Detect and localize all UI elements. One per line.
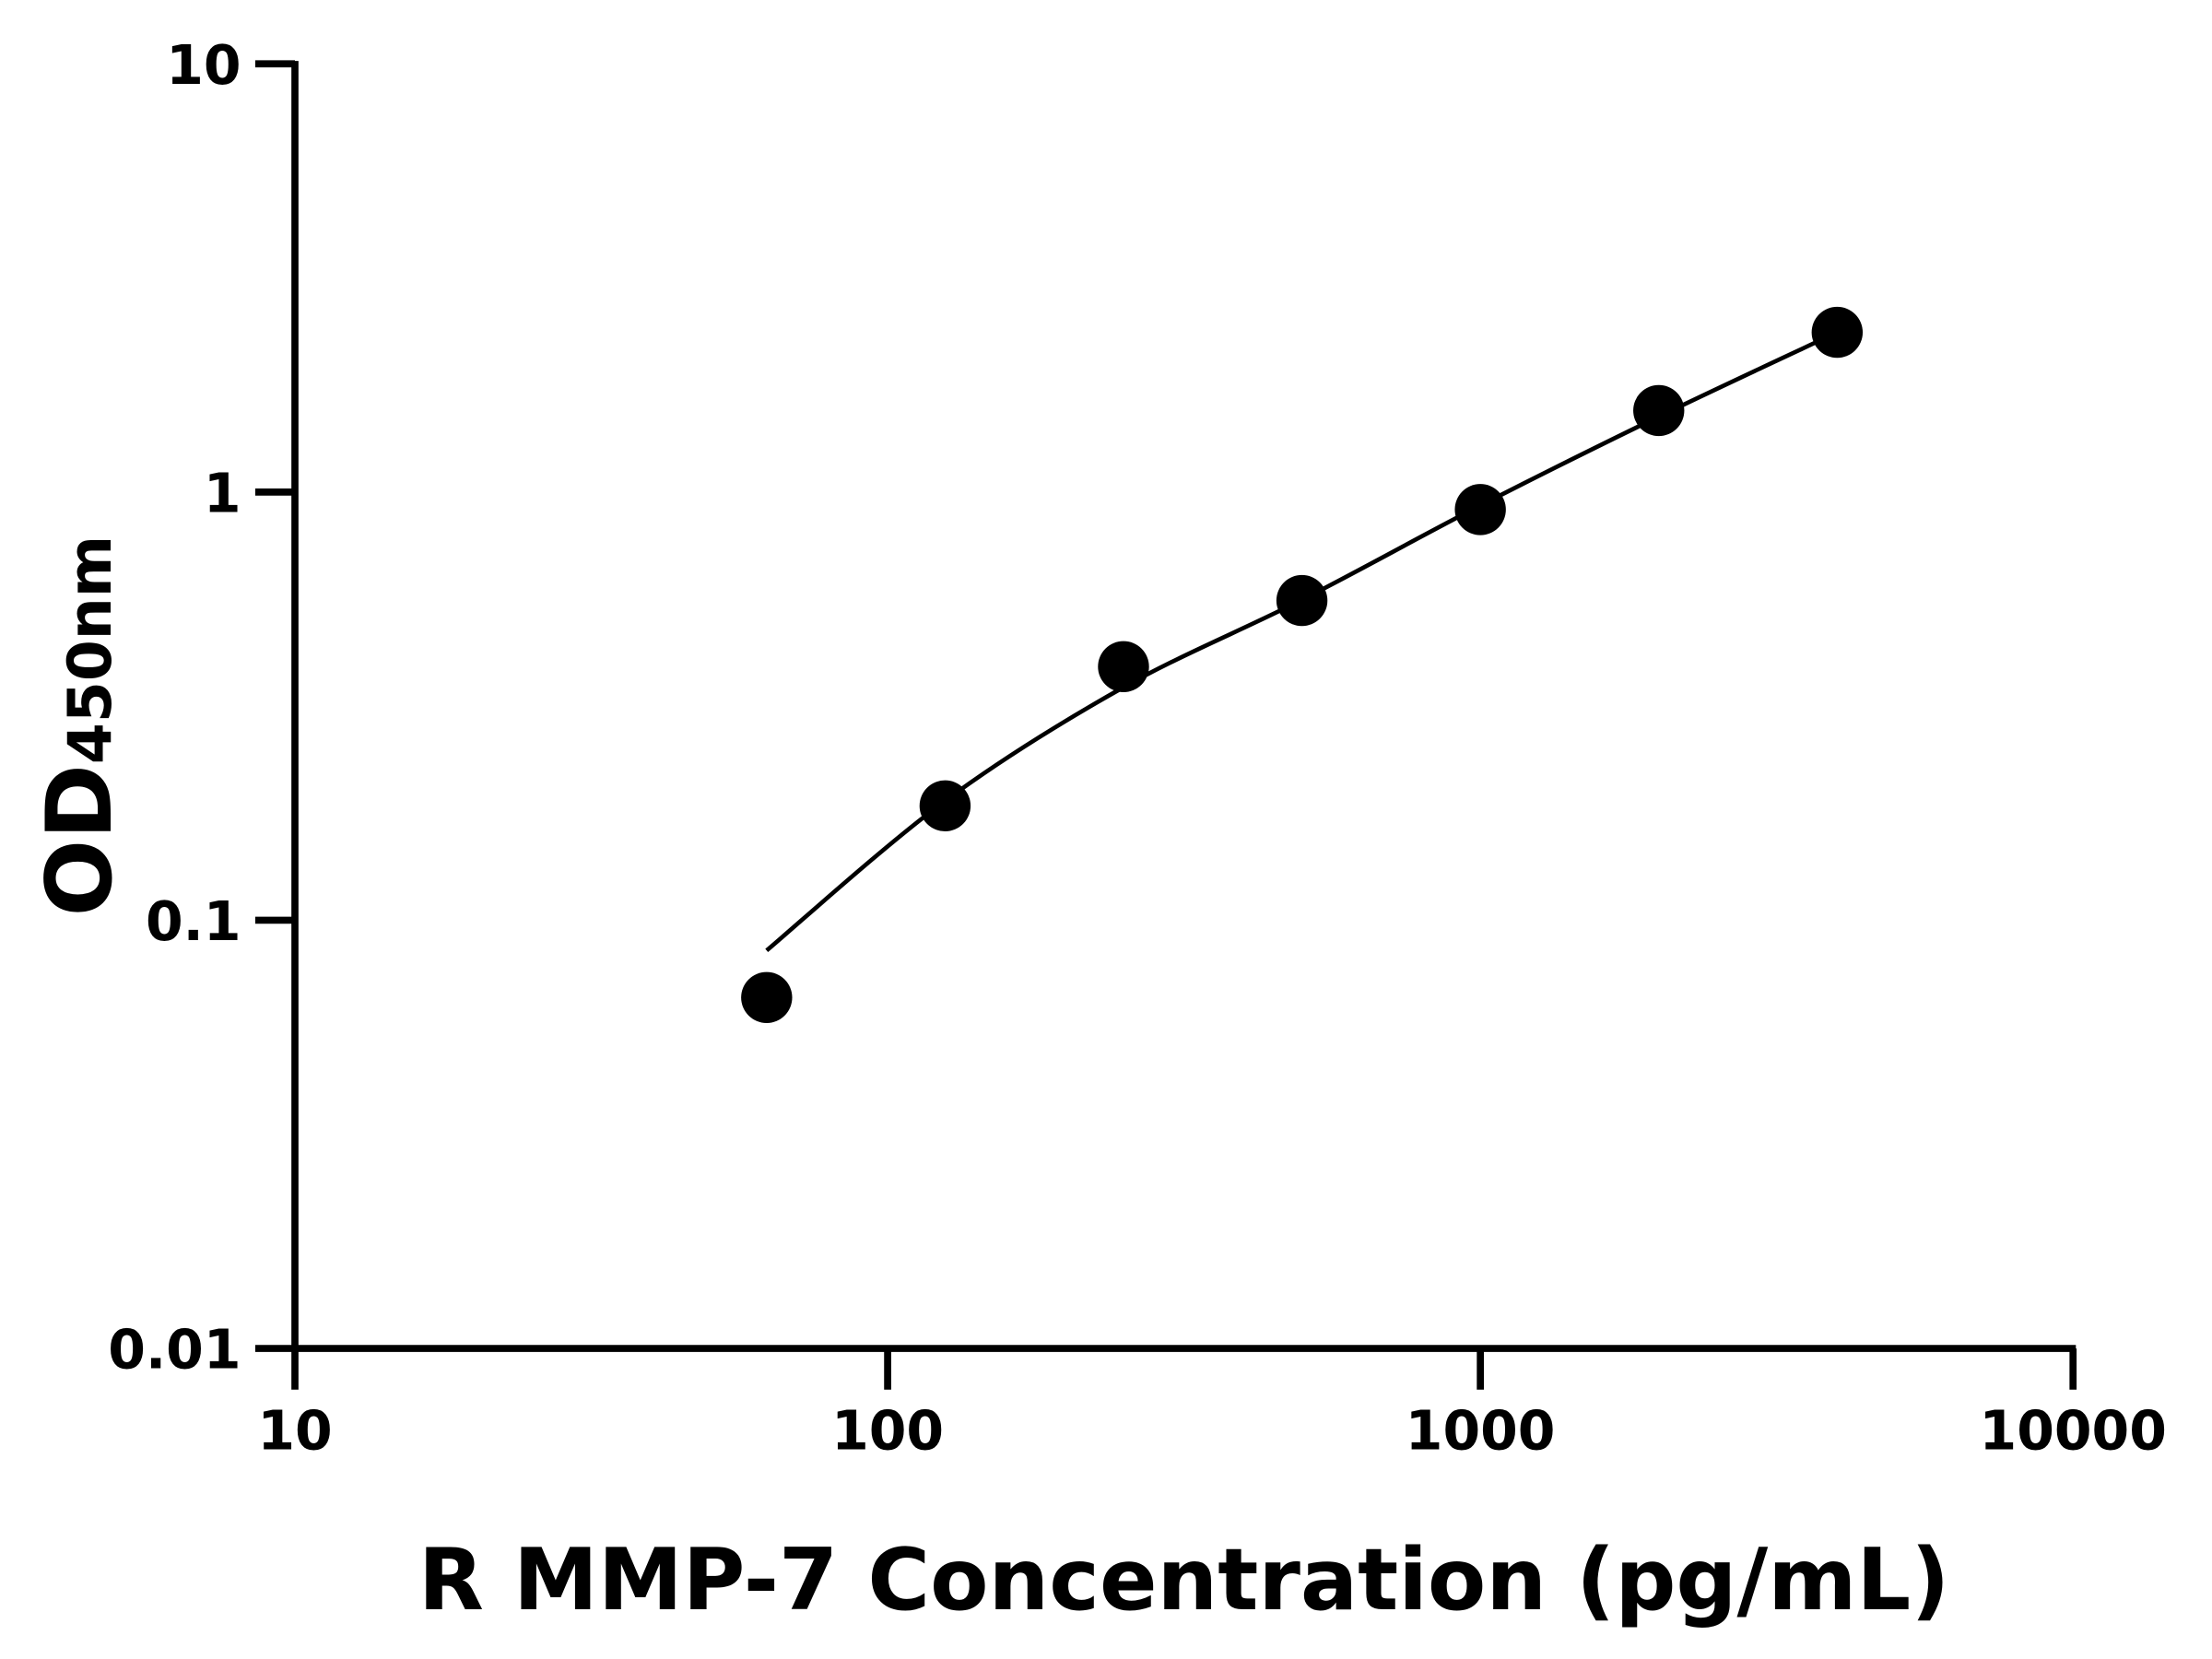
y-tick-label: 0.1: [146, 890, 241, 953]
x-tick-label: 10: [257, 1399, 332, 1462]
data-point: [1633, 384, 1685, 437]
x-tick-label: 100: [831, 1399, 944, 1462]
y-tick-label: 10: [166, 34, 241, 97]
data-point: [1454, 484, 1506, 535]
y-tick-label: 1: [204, 462, 241, 524]
x-tick-label: 1000: [1406, 1399, 1556, 1462]
axes: [291, 61, 2077, 1352]
data-point: [741, 971, 793, 1023]
x-tick-label: 10000: [1980, 1399, 2167, 1462]
x-axis-label: R MMP-7 Concentration (pg/mL): [418, 1530, 1950, 1630]
data-point: [919, 780, 971, 832]
y-tick-label: 0.01: [108, 1319, 241, 1382]
y-axis-label-sub: 450nm: [56, 535, 125, 764]
y-axis-label: OD450nm: [28, 535, 133, 917]
y-axis-label-main: OD: [28, 764, 133, 916]
data-point: [1098, 641, 1149, 693]
data-point: [1276, 574, 1328, 627]
data-point: [1811, 306, 1864, 359]
